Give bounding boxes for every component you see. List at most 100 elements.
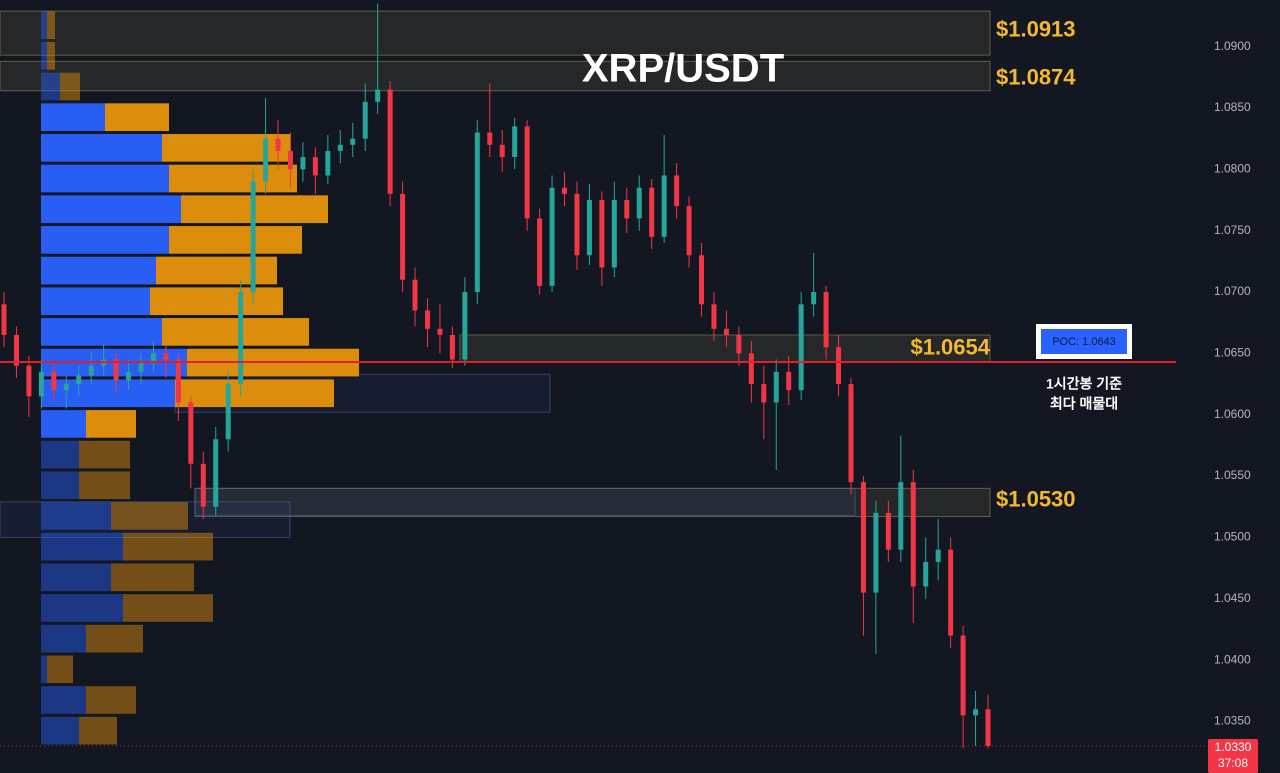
profile-buy	[41, 440, 79, 469]
profile-buy	[41, 502, 111, 530]
candle-body	[524, 126, 530, 219]
candle-body	[200, 463, 206, 507]
candle-body	[836, 347, 842, 385]
profile-buy	[41, 471, 79, 500]
candle-body	[437, 328, 443, 335]
y-tick-label: 1.0850	[1214, 100, 1251, 114]
candle-body	[537, 218, 543, 286]
candle-body	[238, 292, 244, 385]
profile-sell	[47, 655, 73, 684]
candle-body	[636, 187, 642, 219]
profile-buy	[41, 686, 86, 714]
candle-body	[873, 512, 879, 593]
candle-body	[325, 150, 331, 176]
candle-body	[499, 144, 505, 158]
profile-buy	[41, 195, 181, 224]
candle-body	[798, 304, 804, 391]
profile-buy	[41, 256, 156, 285]
profile-buy	[41, 318, 162, 346]
profile-sell	[162, 134, 290, 162]
candle-body	[586, 199, 592, 256]
profile-sell	[111, 563, 194, 592]
profile-buy	[41, 563, 111, 592]
candle-body	[910, 482, 916, 587]
profile-buy	[41, 379, 175, 408]
candle-body	[811, 292, 817, 305]
candle-body	[263, 138, 269, 182]
profile-buy	[41, 655, 47, 684]
candle-body	[960, 635, 966, 716]
candle-body	[275, 138, 281, 151]
level-label: $1.0530	[996, 486, 1076, 511]
profile-sell	[156, 256, 277, 285]
candle-body	[624, 199, 630, 219]
profile-sell	[123, 532, 213, 561]
candle-body	[487, 132, 493, 145]
y-tick-label: 1.0650	[1214, 346, 1251, 360]
candle-body	[113, 359, 119, 381]
candle-body	[150, 353, 156, 364]
level-label: $1.0874	[996, 64, 1076, 89]
y-tick-label: 1.0700	[1214, 284, 1251, 298]
candle-body	[424, 310, 430, 329]
last-price-label: 1.0330	[1215, 740, 1252, 754]
profile-buy	[41, 41, 47, 70]
candle-body	[848, 384, 854, 483]
candle-body	[674, 175, 680, 207]
profile-sell	[79, 716, 117, 745]
profile-sell	[47, 41, 55, 70]
candle-body	[985, 709, 991, 747]
profile-sell	[111, 502, 188, 530]
candle-body	[686, 206, 692, 256]
candle-body	[51, 371, 57, 391]
candle-body	[175, 359, 181, 403]
candle-body	[860, 482, 866, 593]
candle-body	[462, 292, 468, 360]
last-price-tag	[1208, 739, 1258, 773]
profile-buy	[41, 11, 47, 39]
candle-body	[350, 138, 356, 145]
candle-body	[661, 175, 667, 237]
level-zone	[0, 10, 991, 56]
profile-buy	[41, 72, 60, 101]
candle-body	[599, 199, 605, 268]
candle-body	[923, 561, 929, 587]
candle-body	[287, 150, 293, 170]
profile-buy	[41, 624, 86, 653]
profile-sell	[169, 226, 302, 254]
level-label: $1.0913	[996, 16, 1076, 41]
candle-body	[574, 193, 580, 256]
candle-body	[549, 187, 555, 286]
candle-body	[163, 353, 169, 360]
candle-body	[711, 304, 717, 329]
poc-note: 최다 매물대	[1050, 396, 1118, 412]
y-tick-label: 1.0800	[1214, 161, 1251, 175]
profile-sell	[162, 318, 309, 346]
profile-buy	[41, 410, 86, 438]
candle-body	[512, 126, 518, 158]
candle-body	[88, 365, 94, 376]
candle-body	[973, 709, 979, 716]
profile-buy	[41, 103, 105, 132]
candle-body	[387, 89, 393, 194]
candle-body	[649, 187, 655, 237]
profile-buy	[41, 532, 123, 561]
candle-body	[138, 363, 144, 372]
candle-body	[300, 157, 306, 170]
candle-body	[736, 334, 742, 354]
candle-body	[699, 255, 705, 305]
candle-body	[312, 157, 318, 176]
y-tick-label: 1.0600	[1214, 407, 1251, 421]
profile-sell	[175, 379, 334, 408]
candles	[1, 3, 991, 749]
candle-body	[935, 549, 941, 562]
candle-body	[250, 181, 256, 293]
candle-body	[400, 193, 406, 280]
candle-body	[773, 371, 779, 403]
profile-buy	[41, 716, 79, 745]
profile-buy	[41, 164, 169, 193]
y-tick-label: 1.0350	[1214, 714, 1251, 728]
candle-body	[885, 512, 891, 550]
y-tick-label: 1.0750	[1214, 223, 1251, 237]
